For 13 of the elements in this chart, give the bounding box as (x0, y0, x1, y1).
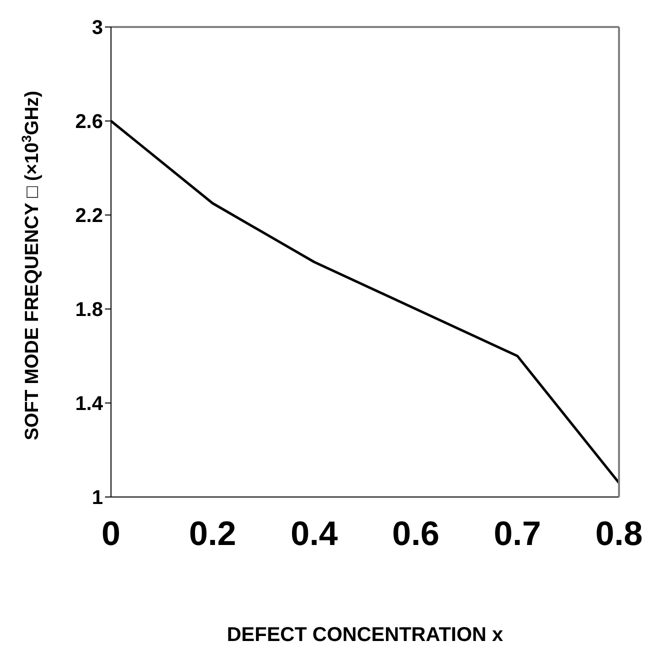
y-tick-label: 1 (92, 487, 103, 510)
x-tick-label: 0.7 (494, 515, 542, 554)
x-tick-label: 0.8 (595, 515, 643, 554)
y-tick-label: 1.8 (75, 299, 103, 322)
x-tick-label: 0.4 (290, 515, 338, 554)
y-tick-label: 1.4 (75, 393, 104, 416)
x-tick-label: 0 (102, 515, 120, 554)
y-tick-label: 2.2 (75, 205, 103, 228)
y-tick-label: 3 (92, 17, 103, 40)
x-axis-title: DEFECT CONCENTRATION x (226, 624, 504, 646)
y-tick-label: 2.6 (75, 111, 103, 134)
x-tick-label: 0.2 (188, 515, 236, 554)
x-tick-label: 0.6 (392, 515, 440, 554)
